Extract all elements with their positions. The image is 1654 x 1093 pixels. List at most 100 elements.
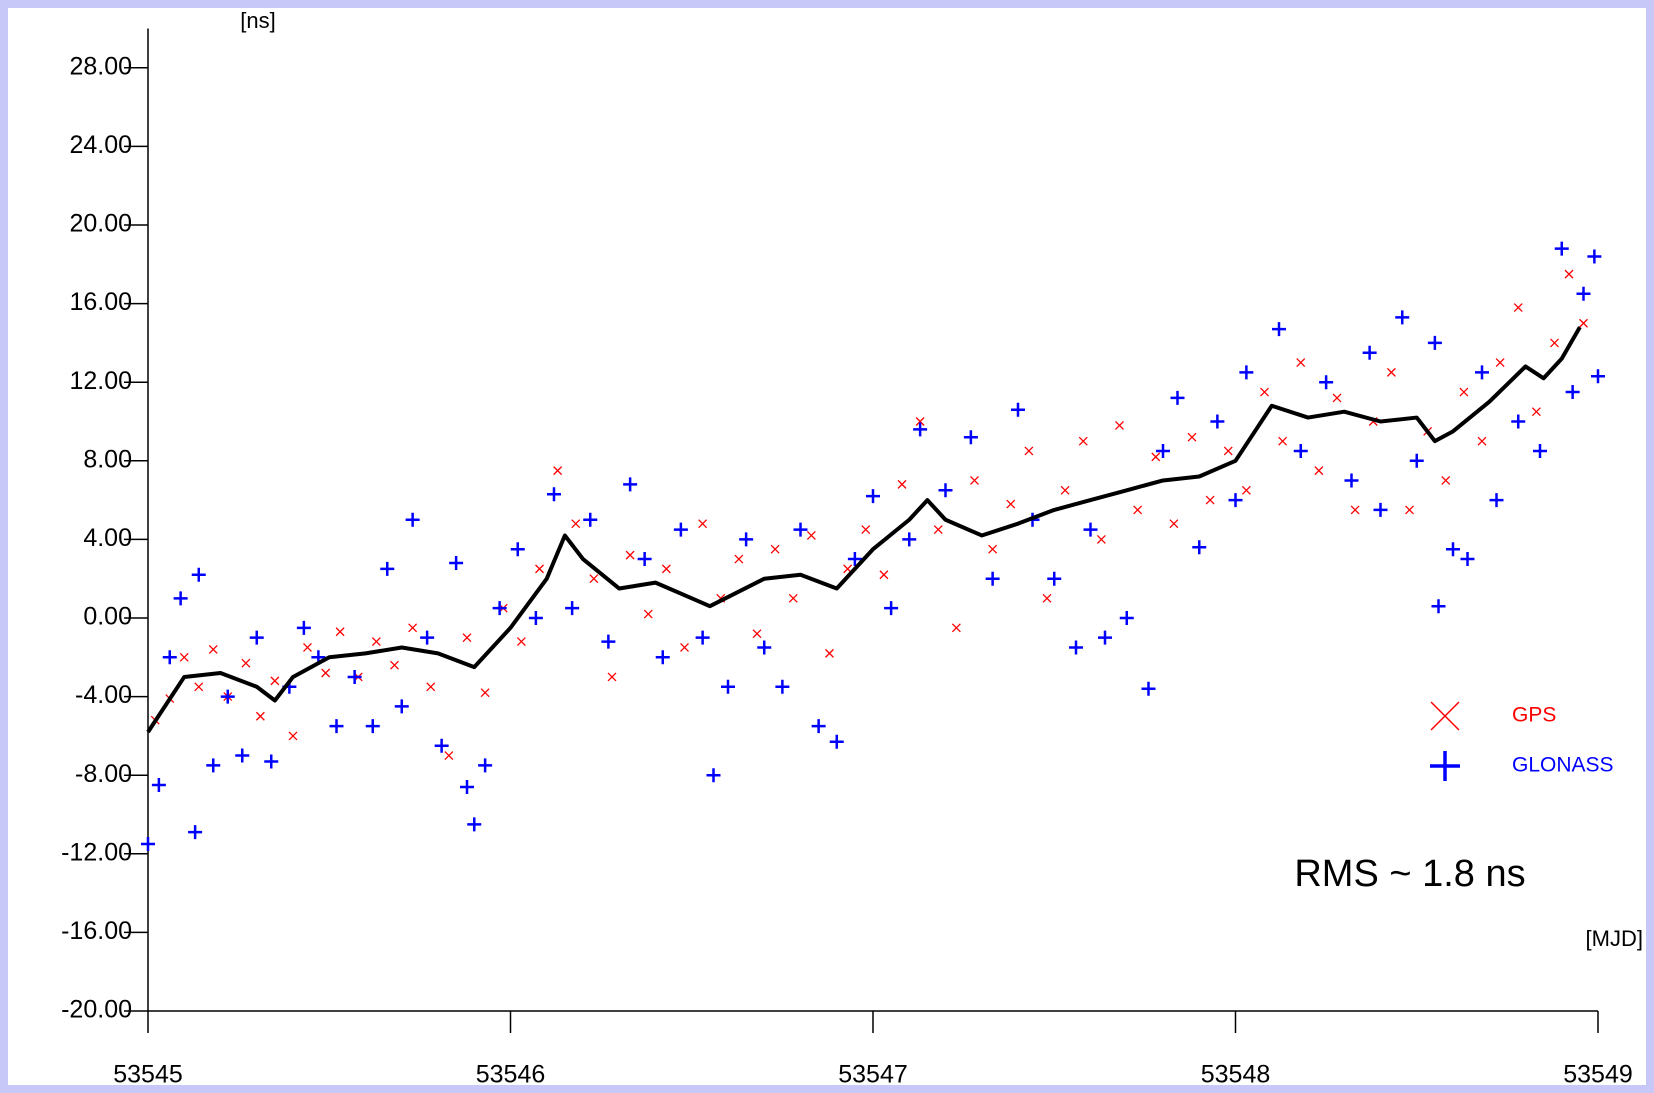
glonass-point (449, 555, 464, 570)
gps-point (1024, 446, 1034, 456)
gps-point (1477, 436, 1487, 446)
glonass-point (1591, 369, 1605, 384)
gps-point (825, 648, 834, 658)
x-tick-label: 53547 (838, 1061, 908, 1089)
glonass-point (1362, 345, 1377, 360)
glonass-point (206, 758, 221, 773)
gps-point (770, 544, 780, 554)
gps-point (390, 660, 399, 670)
gps-point (1405, 505, 1414, 515)
glonass-point (655, 650, 670, 665)
gps-point (643, 609, 653, 619)
glonass-point (173, 591, 188, 606)
glonass-point (1083, 522, 1098, 537)
glonass-point (739, 532, 754, 547)
glonass-point (478, 758, 493, 773)
glonass-point (1373, 502, 1388, 517)
gps-point (1042, 593, 1052, 603)
glonass-point (151, 778, 166, 793)
glonass-point (583, 512, 598, 527)
gps-point (516, 637, 526, 647)
glonass-point (913, 422, 928, 437)
gps-point (1531, 407, 1541, 417)
glonass-point (1576, 286, 1591, 301)
glonass-point (547, 487, 561, 502)
gps-point (335, 627, 345, 637)
gps-point (194, 682, 204, 692)
glonass-point (1475, 365, 1489, 380)
glonass-point (394, 699, 409, 714)
y-tick-label: -4.00 (75, 681, 132, 709)
gps-point (208, 644, 218, 654)
glonass-point (1431, 599, 1446, 614)
glonass-point (460, 779, 474, 794)
glonass-point (296, 620, 311, 635)
glonass-point (1489, 493, 1504, 508)
glonass-point (1409, 453, 1424, 468)
x-axis-label: [MJD] (1586, 926, 1643, 951)
glonass-point (1344, 473, 1359, 488)
glonass-point (141, 836, 155, 851)
y-tick-label: -16.00 (61, 917, 132, 945)
gps-point (861, 525, 871, 535)
glonass-point (1272, 322, 1286, 337)
gps-point (1205, 495, 1215, 505)
gps-point (933, 525, 943, 535)
glonass-point (420, 630, 435, 645)
glonass-point (191, 567, 206, 582)
gps-point (625, 550, 635, 560)
gps-point (1350, 505, 1360, 515)
glonass-point (793, 522, 808, 537)
gps-point (1115, 420, 1124, 430)
y-tick-label: 28.00 (69, 52, 132, 80)
gps-point (1495, 358, 1505, 368)
glonass-point (492, 601, 507, 616)
gps-point (241, 658, 251, 668)
gps-point (1296, 358, 1306, 368)
gps-point (698, 519, 708, 529)
gps-point (408, 623, 418, 633)
glonass-point (985, 571, 1000, 586)
glonass-point (757, 640, 772, 655)
glonass-point (829, 734, 844, 749)
glonass-point (1293, 443, 1308, 458)
x-tick-label: 53546 (476, 1061, 546, 1089)
gps-point (1332, 393, 1342, 403)
glonass-point (1069, 640, 1083, 655)
gps-point (321, 668, 331, 678)
gps-point (480, 688, 490, 698)
gps-point (1386, 367, 1396, 377)
glonass-point (775, 679, 790, 694)
glonass-point (329, 719, 344, 734)
gps-point (303, 643, 312, 652)
glonass-point (1446, 542, 1460, 557)
glonass-point (1533, 443, 1547, 458)
glonass-point (1565, 385, 1580, 400)
gps-point (1187, 432, 1197, 442)
gps-point (179, 652, 189, 662)
gps-point (1078, 436, 1088, 446)
x-tick-label: 53545 (113, 1061, 183, 1089)
legend-marker (1430, 751, 1460, 781)
glonass-point (528, 611, 543, 625)
gps-point (680, 643, 689, 652)
legend-marker (1430, 701, 1460, 731)
glonass-point (405, 512, 420, 527)
glonass-point (1228, 493, 1243, 508)
y-tick-label: 20.00 (69, 210, 132, 238)
glonass-point (1011, 402, 1025, 417)
y-tick-label: 8.00 (83, 445, 132, 473)
gps-point (1459, 387, 1469, 397)
gps-point (1151, 452, 1161, 462)
glonass-point (1427, 335, 1442, 350)
gps-point (1169, 519, 1179, 529)
glonass-point (1170, 390, 1185, 405)
glonass-point (510, 542, 525, 557)
glonass-point (1460, 552, 1475, 567)
glonass-point (884, 601, 899, 616)
glonass-point (380, 561, 395, 576)
y-tick-label: 16.00 (69, 288, 132, 316)
gps-point (1060, 485, 1070, 495)
gps-point (734, 554, 744, 564)
